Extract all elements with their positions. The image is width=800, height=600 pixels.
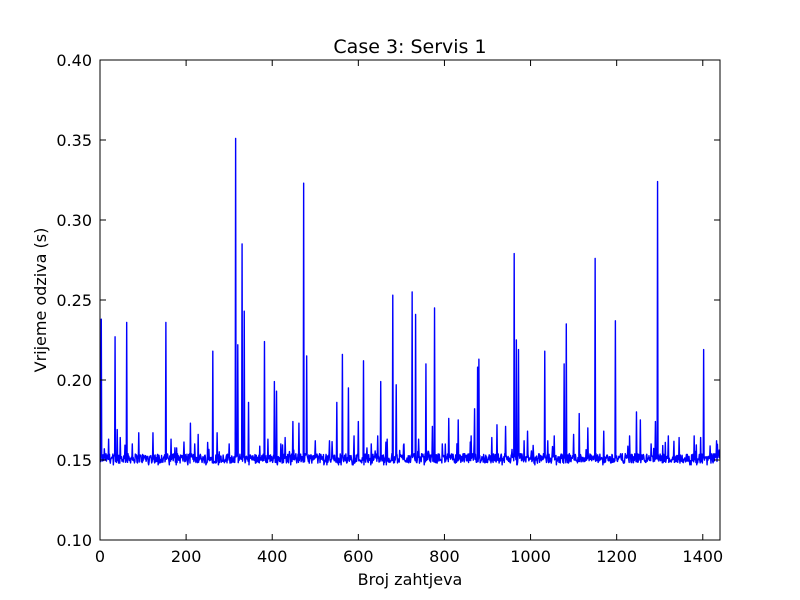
y-tick-label: 0.30 (56, 211, 92, 230)
y-tick-label: 0.25 (56, 291, 92, 310)
x-tick-label: 1000 (510, 547, 551, 566)
x-tick-label: 1400 (682, 547, 723, 566)
y-tick-label: 0.20 (56, 371, 92, 390)
x-axis-label: Broj zahtjeva (358, 570, 463, 589)
y-tick-label: 0.35 (56, 131, 92, 150)
x-axis: 0 200 400 600 800 1000 1200 1400 (95, 60, 723, 566)
x-tick-label: 800 (429, 547, 460, 566)
plot-area (100, 137, 720, 466)
x-tick-label: 1200 (596, 547, 637, 566)
x-tick-label: 200 (171, 547, 202, 566)
x-tick-label: 600 (343, 547, 374, 566)
x-tick-label: 400 (257, 547, 288, 566)
y-axis: 0.10 0.15 0.20 0.25 0.30 0.35 0.40 (56, 51, 720, 550)
series-line (100, 137, 720, 466)
chart-title: Case 3: Servis 1 (333, 36, 486, 58)
y-axis-label: Vrijeme odziva (s) (31, 228, 50, 373)
y-tick-label: 0.10 (56, 531, 92, 550)
y-tick-label: 0.40 (56, 51, 92, 70)
x-tick-label: 0 (95, 547, 105, 566)
y-tick-label: 0.15 (56, 451, 92, 470)
